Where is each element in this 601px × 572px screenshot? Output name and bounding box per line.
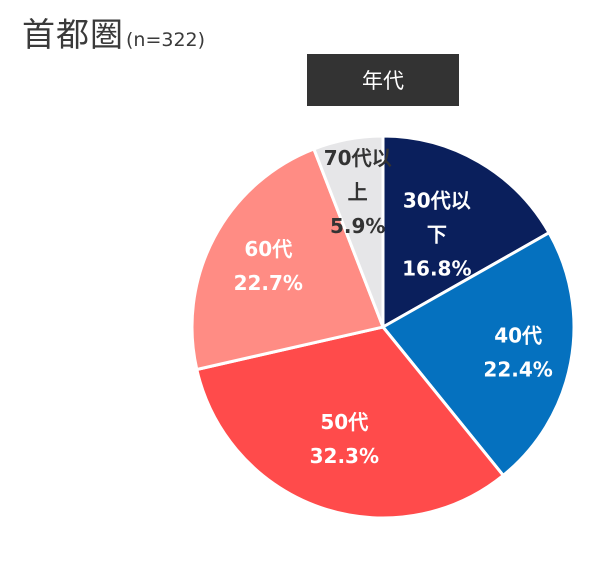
slice-label-line: 60代 [244, 237, 292, 261]
pie-labels: 30代以下 16.8% 40代 22.4% 50代 32.3% 60代 22.7% 70代以上 5… [234, 146, 553, 468]
region-title: 首都圏 [22, 15, 124, 54]
slice-label-4: 60代 22.7% [234, 237, 303, 295]
slice-label-3: 50代 32.3% [310, 410, 379, 468]
slice-label-line: 5.9% [330, 214, 385, 238]
slice-label-line: 50代 [320, 410, 368, 434]
slice-label-line: 32.3% [310, 444, 379, 468]
slice-label-line: 22.4% [483, 358, 552, 382]
slice-label-1: 30代以下 16.8% [402, 189, 471, 281]
slice-label-line: 16.8% [402, 257, 471, 281]
slice-label-line: 上 [348, 180, 368, 204]
pie-slice-3 [195, 325, 505, 520]
pie-slice-2 [381, 231, 576, 477]
slice-label-line: 22.7% [234, 271, 303, 295]
sample-size: (n=322) [126, 29, 206, 51]
slice-label-line: 40代 [494, 324, 542, 348]
slice-label-line: 70代以 [324, 146, 392, 170]
legend-title: 年代 [362, 69, 404, 93]
chart-title: 首都圏 (n=322) [22, 8, 205, 56]
slice-label-line: 下 [427, 223, 447, 247]
pie-slices [190, 134, 576, 520]
pie-slice-5 [312, 134, 385, 329]
slice-label-line: 30代以 [403, 189, 471, 213]
slice-label-2: 40代 22.4% [483, 324, 552, 382]
pie-slice-1 [381, 134, 551, 329]
legend-title-box: 年代 [307, 54, 459, 106]
slice-label-5: 70代以上 5.9% [324, 146, 392, 238]
